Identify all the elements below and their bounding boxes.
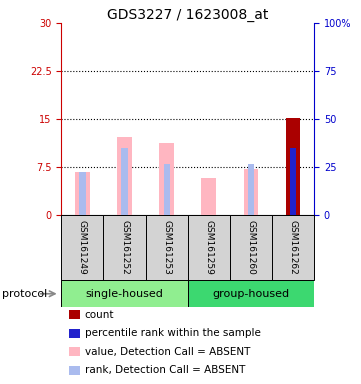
- Text: percentile rank within the sample: percentile rank within the sample: [85, 328, 261, 338]
- Text: count: count: [85, 310, 114, 320]
- Bar: [286, 118, 300, 215]
- Text: GSM161260: GSM161260: [247, 220, 255, 275]
- Bar: [117, 137, 132, 215]
- Text: GSM161259: GSM161259: [204, 220, 213, 275]
- Text: rank, Detection Call = ABSENT: rank, Detection Call = ABSENT: [85, 365, 245, 375]
- Bar: [164, 164, 170, 215]
- Bar: [290, 148, 296, 215]
- Bar: [75, 172, 90, 215]
- Bar: [61, 280, 188, 307]
- Bar: [248, 164, 254, 215]
- Bar: [272, 215, 314, 280]
- Title: GDS3227 / 1623008_at: GDS3227 / 1623008_at: [107, 8, 269, 22]
- Text: GSM161252: GSM161252: [120, 220, 129, 275]
- Bar: [201, 178, 216, 215]
- Text: group-housed: group-housed: [212, 289, 290, 299]
- Bar: [188, 280, 314, 307]
- Text: single-housed: single-housed: [86, 289, 164, 299]
- Bar: [121, 148, 128, 215]
- Text: GSM161253: GSM161253: [162, 220, 171, 275]
- Bar: [145, 215, 188, 280]
- Bar: [159, 143, 174, 215]
- Bar: [230, 215, 272, 280]
- Text: protocol: protocol: [2, 289, 47, 299]
- Bar: [244, 169, 258, 215]
- Bar: [61, 215, 104, 280]
- Text: value, Detection Call = ABSENT: value, Detection Call = ABSENT: [85, 347, 250, 357]
- Bar: [188, 215, 230, 280]
- Bar: [104, 215, 145, 280]
- Bar: [79, 172, 86, 215]
- Text: GSM161262: GSM161262: [288, 220, 297, 275]
- Text: GSM161249: GSM161249: [78, 220, 87, 275]
